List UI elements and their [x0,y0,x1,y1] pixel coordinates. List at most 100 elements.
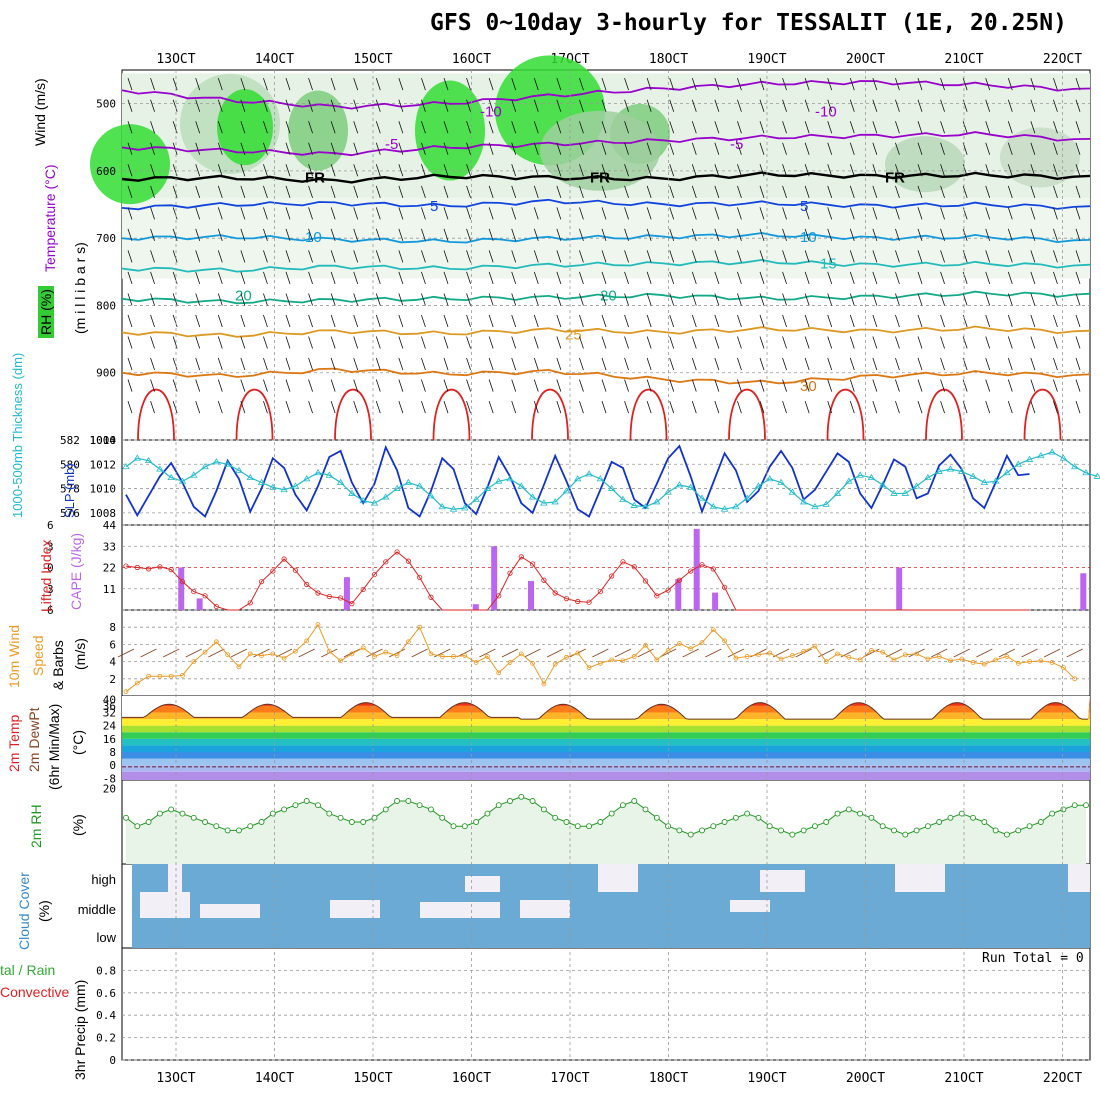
upper-wind-barb [646,207,652,220]
rh2m-point [699,827,705,834]
panel-frame-wind [121,609,1091,697]
top-date-tick: 13OCT [156,52,195,67]
upper-wind-barb [759,293,765,306]
rh-moist-area [885,136,965,193]
wind-speed-point [1015,660,1021,666]
thickness-point [754,482,763,489]
run-total-label: Run Total = 0 [982,951,1084,966]
upper-wind-barb [466,78,471,91]
upper-wind-barb [940,78,945,91]
upper-wind-barb [217,400,223,414]
upper-wind-barb [466,379,471,392]
upper-wind-barb [827,164,833,177]
upper-wind-barb [579,400,584,414]
upper-wind-barb [466,142,471,155]
upper-wind-barb [1053,207,1058,220]
wind-speed-point [315,622,321,628]
cape-tick-label: 33 [103,540,116,553]
upper-wind-barb [646,78,652,91]
thickness-point [1071,462,1079,470]
thickness-label: 1000-500mb Thickness (dm) [10,352,25,518]
thickness-point [664,488,672,495]
rh2m-fill [126,796,1086,864]
upper-wind-barb [691,250,697,263]
upper-wind-barb [872,121,878,134]
upper-wind-barb [714,293,720,306]
upper-wind-barb [759,99,765,112]
thickness-point [415,482,424,489]
upper-wind-barb [1030,357,1036,371]
upper-wind-barb [1075,185,1081,198]
rh2m-point [981,819,988,825]
upper-wind-barb [624,293,629,306]
upper-wind-barb [962,185,968,198]
upper-wind-barb [940,293,945,306]
upper-wind-barb [217,250,223,263]
upper-wind-barb [263,164,268,177]
upper-wind-barb [804,164,810,177]
upper-wind-barb [895,99,900,112]
upper-wind-barb [759,271,765,285]
upper-wind-barb [940,207,945,220]
upper-wind-barb [533,78,539,91]
upper-wind-barb [579,121,584,134]
lifted-index-point [563,596,570,602]
upper-wind-barb [1007,207,1013,220]
upper-wind-barb [1075,99,1081,112]
rh2m-label: 2m RH [28,804,44,848]
upper-wind-barb [895,228,900,241]
temp-color-band [122,725,1090,733]
upper-wind-barb [759,379,765,392]
upper-wind-barb [691,164,697,177]
upper-wind-barb [624,228,629,241]
upper-wind-barb [511,228,517,241]
wind-speed-point [541,681,547,687]
upper-wind-barb [1075,142,1081,155]
wind-speed-point [948,658,953,664]
upper-wind-barb [511,99,517,112]
rh2m-point [123,814,129,821]
lifted-index-point [360,586,366,593]
lifted-index-point [654,593,660,599]
upper-wind-barb [759,314,765,328]
wind-speed-point [383,649,389,655]
upper-wind-barb [646,121,652,134]
upper-wind-barb [714,142,720,155]
upper-wind-barb [646,99,652,112]
rh2m-point [924,823,931,830]
li-tick-label: 6 [47,519,54,532]
lifted-index-point [349,601,355,607]
surface-wind-barb [388,648,406,658]
upper-wind-barb [398,142,404,155]
upper-wind-barb [443,336,449,349]
upper-wind-barb [533,293,539,306]
bottom-date-tick: 15OCT [353,1071,392,1086]
upper-wind-barb [962,293,968,306]
upper-wind-barb [895,185,900,198]
upper-wind-barb [601,142,607,155]
upper-wind-barb [1075,228,1081,241]
bottom-date-tick: 17OCT [550,1071,589,1086]
upper-wind-barb [827,400,833,414]
wind-tick-label: 2 [109,673,116,686]
wind-speed-point [213,639,219,645]
upper-wind-barb [804,228,810,241]
upper-wind-barb [669,164,675,177]
lifted-index-point [191,588,197,595]
pressure-tick-label: 500 [96,98,116,111]
upper-wind-barb [1053,164,1058,177]
upper-wind-barb [330,400,336,414]
upper-wind-barb [1007,379,1013,392]
upper-wind-barb [533,314,539,328]
upper-wind-barb [195,121,201,134]
upper-wind-barb [533,99,539,112]
upper-wind-barb [917,379,923,392]
surface-wind-barb [953,648,970,658]
upper-wind-barb [579,314,584,328]
upper-wind-barb [782,400,787,414]
wind10-barbs-label: & Barbs [50,640,66,690]
rh2m-point [676,827,683,834]
upper-wind-barb [962,78,968,91]
surface-wind-barb [434,648,451,658]
upper-wind-barb [669,185,675,198]
